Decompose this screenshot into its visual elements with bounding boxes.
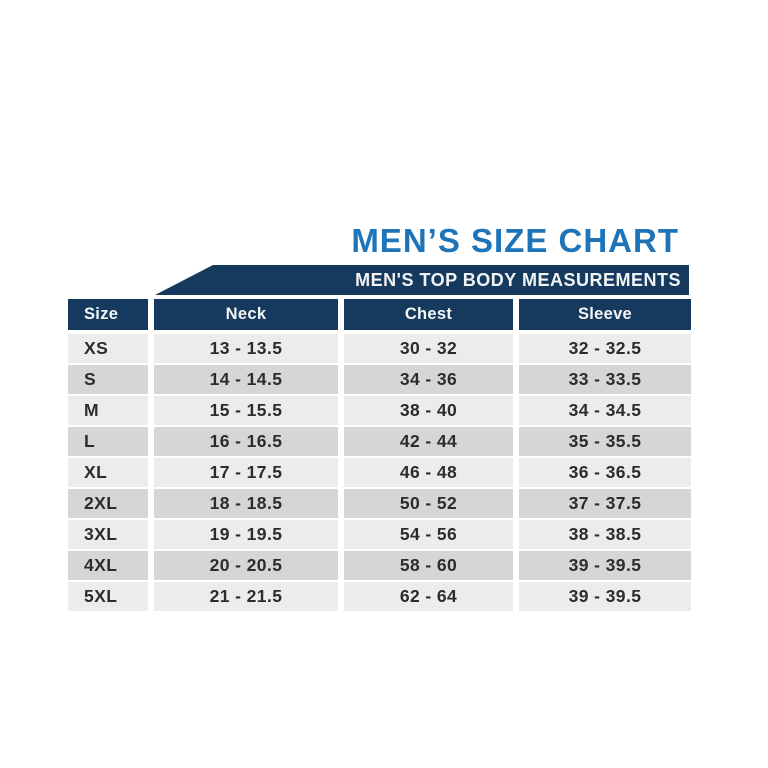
neck-cell: 17 - 17.5 bbox=[154, 458, 338, 487]
table-row: 5XL 21 - 21.5 62 - 64 39 - 39.5 bbox=[68, 582, 691, 611]
table-row: 3XL 19 - 19.5 54 - 56 38 - 38.5 bbox=[68, 520, 691, 549]
neck-cell: 15 - 15.5 bbox=[154, 396, 338, 425]
chest-cell: 62 - 64 bbox=[344, 582, 513, 611]
sleeve-cell: 36 - 36.5 bbox=[519, 458, 691, 487]
size-cell: 4XL bbox=[68, 551, 148, 580]
chest-cell: 30 - 32 bbox=[344, 334, 513, 363]
table-row: 4XL 20 - 20.5 58 - 60 39 - 39.5 bbox=[68, 551, 691, 580]
chest-cell: 54 - 56 bbox=[344, 520, 513, 549]
size-cell: XL bbox=[68, 458, 148, 487]
sleeve-cell: 34 - 34.5 bbox=[519, 396, 691, 425]
size-cell: XS bbox=[68, 334, 148, 363]
banner-label: MEN'S TOP BODY MEASUREMENTS bbox=[355, 270, 681, 290]
column-header-chest: Chest bbox=[344, 299, 513, 330]
table-row: L 16 - 16.5 42 - 44 35 - 35.5 bbox=[68, 427, 691, 456]
sleeve-cell: 38 - 38.5 bbox=[519, 520, 691, 549]
size-cell: 2XL bbox=[68, 489, 148, 518]
sleeve-cell: 35 - 35.5 bbox=[519, 427, 691, 456]
neck-cell: 16 - 16.5 bbox=[154, 427, 338, 456]
sleeve-cell: 37 - 37.5 bbox=[519, 489, 691, 518]
size-cell: S bbox=[68, 365, 148, 394]
size-cell: 5XL bbox=[68, 582, 148, 611]
neck-cell: 18 - 18.5 bbox=[154, 489, 338, 518]
neck-cell: 21 - 21.5 bbox=[154, 582, 338, 611]
chest-cell: 42 - 44 bbox=[344, 427, 513, 456]
sleeve-cell: 39 - 39.5 bbox=[519, 551, 691, 580]
column-header-neck: Neck bbox=[154, 299, 338, 330]
table-row: M 15 - 15.5 38 - 40 34 - 34.5 bbox=[68, 396, 691, 425]
chest-cell: 34 - 36 bbox=[344, 365, 513, 394]
size-table: Size Neck Chest Sleeve XS 13 - 13.5 30 - 3… bbox=[68, 299, 691, 611]
sleeve-cell: 39 - 39.5 bbox=[519, 582, 691, 611]
table-header-row: Size Neck Chest Sleeve bbox=[68, 299, 691, 330]
neck-cell: 20 - 20.5 bbox=[154, 551, 338, 580]
page-title: MEN’S SIZE CHART bbox=[351, 222, 679, 259]
column-header-size: Size bbox=[68, 299, 148, 330]
table-row: 2XL 18 - 18.5 50 - 52 37 - 37.5 bbox=[68, 489, 691, 518]
table-row: XS 13 - 13.5 30 - 32 32 - 32.5 bbox=[68, 334, 691, 363]
sleeve-cell: 32 - 32.5 bbox=[519, 334, 691, 363]
chest-cell: 58 - 60 bbox=[344, 551, 513, 580]
chest-cell: 38 - 40 bbox=[344, 396, 513, 425]
measurements-banner: MEN'S TOP BODY MEASUREMENTS bbox=[155, 265, 689, 295]
size-cell: 3XL bbox=[68, 520, 148, 549]
table-row: S 14 - 14.5 34 - 36 33 - 33.5 bbox=[68, 365, 691, 394]
neck-cell: 19 - 19.5 bbox=[154, 520, 338, 549]
neck-cell: 13 - 13.5 bbox=[154, 334, 338, 363]
size-cell: M bbox=[68, 396, 148, 425]
table-body: XS 13 - 13.5 30 - 32 32 - 32.5 S 14 - 14.5 34 … bbox=[68, 334, 691, 611]
table-row: XL 17 - 17.5 46 - 48 36 - 36.5 bbox=[68, 458, 691, 487]
chest-cell: 50 - 52 bbox=[344, 489, 513, 518]
neck-cell: 14 - 14.5 bbox=[154, 365, 338, 394]
sleeve-cell: 33 - 33.5 bbox=[519, 365, 691, 394]
column-header-sleeve: Sleeve bbox=[519, 299, 691, 330]
size-cell: L bbox=[68, 427, 148, 456]
chest-cell: 46 - 48 bbox=[344, 458, 513, 487]
